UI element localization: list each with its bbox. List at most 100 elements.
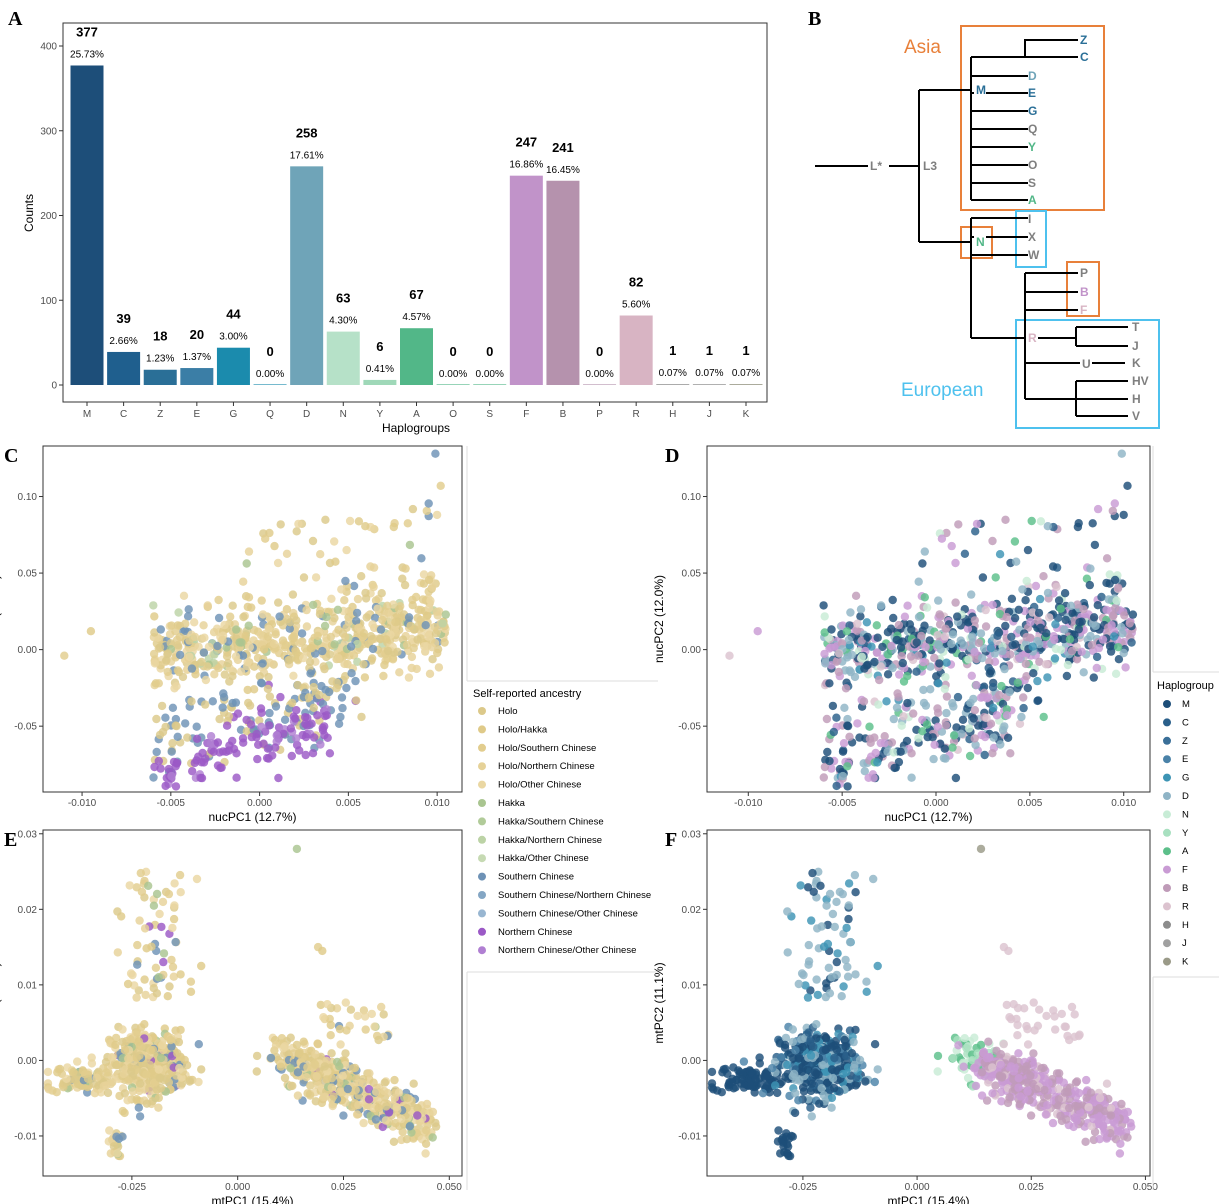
bar-percent-label: 1.37%	[183, 352, 211, 363]
data-point	[933, 722, 943, 731]
data-point	[827, 973, 836, 982]
x-tick-label: E	[193, 409, 200, 420]
legend-label: J	[1182, 938, 1187, 949]
data-point	[1026, 1071, 1035, 1081]
data-point	[55, 1064, 65, 1074]
data-point	[839, 1069, 848, 1079]
data-point	[819, 942, 829, 951]
y-tick-label: -0.05	[678, 722, 701, 733]
data-point	[123, 979, 133, 989]
data-point	[873, 633, 882, 642]
data-point	[847, 650, 857, 660]
data-point	[985, 669, 994, 678]
data-point	[776, 1149, 785, 1158]
data-point	[820, 628, 829, 637]
data-point	[751, 1074, 760, 1084]
data-point	[984, 1037, 993, 1046]
data-point	[812, 1019, 821, 1029]
data-point	[316, 740, 325, 749]
data-point	[920, 593, 929, 602]
data-point	[320, 621, 330, 631]
data-point	[340, 596, 349, 605]
data-point	[1037, 1064, 1046, 1073]
data-point	[1005, 1093, 1014, 1102]
data-point	[289, 671, 298, 680]
data-point	[1055, 1069, 1064, 1078]
data-point	[316, 1000, 325, 1010]
data-point	[996, 740, 1005, 749]
data-point	[909, 709, 918, 718]
data-point	[405, 540, 415, 550]
data-point	[184, 605, 193, 614]
data-point	[190, 618, 199, 627]
data-point	[840, 1035, 849, 1045]
data-point	[896, 747, 905, 756]
data-point	[132, 993, 141, 1002]
data-point	[1013, 1020, 1022, 1030]
data-point	[156, 1083, 166, 1093]
data-point	[829, 727, 838, 737]
data-point	[264, 624, 273, 633]
data-point	[954, 520, 963, 529]
data-point	[198, 748, 207, 758]
data-point	[998, 646, 1007, 656]
data-point	[953, 612, 962, 621]
data-point	[186, 977, 196, 986]
data-point	[354, 623, 363, 632]
region-label-european: European	[901, 380, 983, 401]
legend-label: R	[1182, 901, 1189, 912]
data-point	[128, 1087, 138, 1096]
data-point	[87, 1053, 96, 1062]
data-point	[860, 664, 869, 673]
data-point	[807, 1112, 816, 1121]
data-point	[215, 714, 224, 724]
region-label-asia: Asia	[904, 37, 941, 58]
data-point	[942, 692, 952, 701]
data-point	[147, 942, 156, 951]
data-point	[827, 1065, 837, 1074]
data-point	[163, 649, 173, 658]
data-point	[346, 608, 356, 617]
x-tick-label: S	[486, 409, 493, 420]
data-point	[319, 1013, 328, 1022]
data-point	[337, 585, 346, 594]
data-point	[1034, 696, 1043, 705]
x-tick-label: -0.005	[828, 798, 857, 809]
data-point	[254, 740, 263, 749]
data-point	[272, 731, 281, 740]
data-point	[338, 1071, 347, 1081]
x-tick-label: Y	[377, 409, 384, 420]
data-point	[441, 610, 450, 619]
data-point	[150, 659, 160, 668]
data-point	[1043, 1101, 1052, 1110]
data-point	[158, 1041, 167, 1050]
data-point	[382, 635, 391, 644]
data-point	[1123, 1133, 1132, 1142]
data-point	[1031, 1084, 1041, 1094]
data-point	[126, 969, 136, 978]
legend-label: Northern Chinese	[498, 927, 572, 938]
data-point	[352, 1110, 362, 1119]
data-point	[252, 1067, 261, 1076]
data-point	[335, 1087, 345, 1096]
legend-label: Holo/Other Chinese	[498, 780, 581, 791]
data-point	[849, 1063, 859, 1073]
legend-swatch	[1163, 847, 1171, 856]
data-point	[411, 592, 421, 602]
data-point	[99, 1064, 108, 1073]
data-point	[176, 970, 185, 979]
legend-label: Holo	[498, 706, 518, 717]
legend-swatch	[1163, 902, 1171, 911]
data-point	[815, 1099, 824, 1108]
data-point	[135, 1112, 145, 1121]
data-point	[1005, 1013, 1014, 1022]
data-point	[291, 647, 301, 657]
data-point	[998, 1072, 1007, 1081]
bar-percent-label: 0.00%	[476, 369, 504, 380]
data-point	[285, 624, 294, 633]
data-point	[825, 679, 834, 688]
data-point	[359, 629, 369, 638]
data-point	[1110, 499, 1120, 508]
data-point	[239, 577, 248, 586]
data-point	[316, 550, 325, 559]
